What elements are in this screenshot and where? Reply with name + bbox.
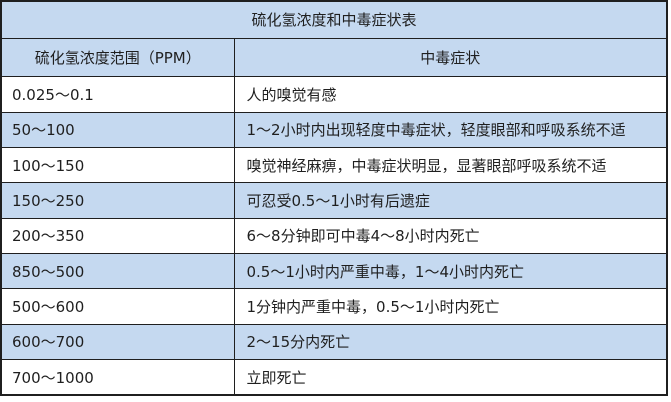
table-title: 硫化氢浓度和中毒症状表 [0,0,668,39]
symptom-cell: 立即死亡 [233,359,668,396]
concentration-range-cell: 500～600 [0,288,235,325]
concentration-range-cell: 200～350 [0,217,235,254]
symptom-cell: 嗅觉神经麻痹，中毒症状明显，显著眼部呼吸系统不适 [233,146,668,184]
symptom-cell: 2～15分内死亡 [233,323,668,361]
table-row: 50～100 1～2小时内出现轻度中毒症状，轻度眼部和呼吸系统不适 [0,111,668,148]
concentration-range-cell: 100～150 [0,146,235,184]
table-row: 100～150 嗅觉神经麻痹，中毒症状明显，显著眼部呼吸系统不适 [0,146,668,184]
concentration-range-cell: 850～500 [0,252,235,290]
symptom-cell: 1分钟内严重中毒，0.5～1小时内死亡 [233,288,668,325]
table-row: 600～700 2～15分内死亡 [0,323,668,361]
table-row: 150～250 可忍受0.5～1小时有后遗症 [0,182,668,219]
table-header-row: 硫化氢浓度范围（PPM） 中毒症状 [0,37,668,78]
symptom-cell: 6～8分钟即可中毒4～8小时内死亡 [233,217,668,254]
table-row: 850～500 0.5～1小时内严重中毒，1～4小时内死亡 [0,252,668,290]
symptom-cell: 人的嗅觉有感 [233,76,668,113]
concentration-range-cell: 600～700 [0,323,235,361]
symptom-cell: 可忍受0.5～1小时有后遗症 [233,182,668,219]
table-row: 700～1000 立即死亡 [0,359,668,396]
symptom-cell: 0.5～1小时内严重中毒，1～4小时内死亡 [233,252,668,290]
concentration-range-cell: 150～250 [0,182,235,219]
table-title-row: 硫化氢浓度和中毒症状表 [0,0,668,39]
concentration-range-cell: 0.025～0.1 [0,76,235,113]
table-row: 0.025～0.1 人的嗅觉有感 [0,76,668,113]
concentration-range-cell: 700～1000 [0,359,235,396]
symptom-cell: 1～2小时内出现轻度中毒症状，轻度眼部和呼吸系统不适 [233,111,668,148]
table-row: 200～350 6～8分钟即可中毒4～8小时内死亡 [0,217,668,254]
column-header-concentration: 硫化氢浓度范围（PPM） [0,37,235,78]
column-header-symptom: 中毒症状 [233,37,668,78]
concentration-range-cell: 50～100 [0,111,235,148]
table-row: 500～600 1分钟内严重中毒，0.5～1小时内死亡 [0,288,668,325]
